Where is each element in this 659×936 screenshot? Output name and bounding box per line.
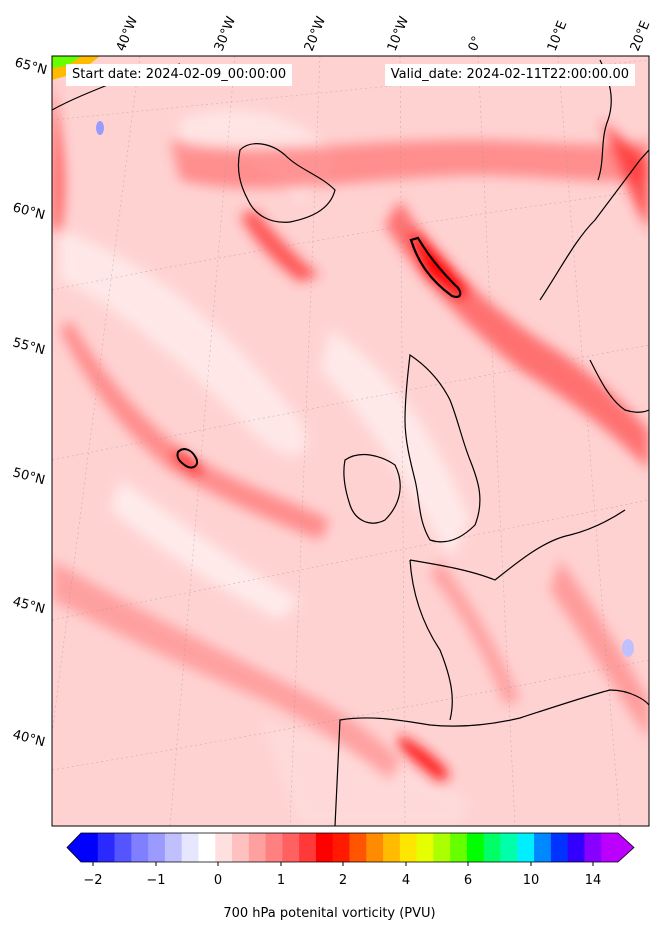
graticule [52, 56, 649, 826]
valid-date-label: Valid_date: 2024-02-11T22:00:00.00 [384, 64, 635, 86]
lon-label: 10°E [545, 19, 571, 54]
colorbar-segment [164, 833, 183, 862]
lat-label: 45°N [11, 594, 47, 617]
colorbar-segment [584, 833, 602, 862]
colorbar-segment [114, 833, 132, 862]
lon-label: 10°W [385, 14, 412, 53]
blue-patch [96, 121, 104, 135]
blue-patch [622, 639, 634, 657]
colorbar-extend-max [618, 833, 634, 862]
colorbar-segment [81, 833, 99, 862]
colorbar-tick-label: −2 [83, 873, 102, 888]
colorbar-segment [181, 833, 199, 862]
colorbar-segment [131, 833, 149, 862]
colorbar-tick-label: 0 [214, 873, 222, 888]
colorbar-segment [399, 833, 418, 862]
lon-label: 40°W [114, 14, 141, 53]
colorbar-extend-min [67, 833, 81, 862]
colorbar-segment [97, 833, 115, 862]
pv-field [52, 56, 649, 826]
colorbar [66, 832, 635, 863]
colorbar-segment [265, 833, 283, 862]
pv-contour [176, 448, 198, 469]
colorbar-tick-label: 14 [585, 873, 602, 888]
colorbar-segment [534, 833, 552, 862]
lon-label: 0° [466, 34, 485, 53]
colorbar-segment [282, 833, 300, 862]
lon-label: 30°W [212, 14, 239, 53]
colorbar-segment [248, 833, 266, 862]
colorbar-segment [332, 833, 350, 862]
colorbar-segment [550, 833, 569, 862]
start-date-label: Start date: 2024-02-09_00:00:00 [66, 64, 293, 86]
colorbar-segment [567, 833, 585, 862]
colorbar-segment [416, 833, 434, 862]
colorbar-segment [315, 833, 334, 862]
colorbar-tick-label: 10 [523, 873, 540, 888]
colorbar-segment [517, 833, 535, 862]
colorbar-segment [466, 833, 485, 862]
colorbar-segment [366, 833, 384, 862]
colorbar-segment [198, 833, 216, 862]
colorbar-segment [232, 833, 250, 862]
lat-label: 40°N [11, 727, 47, 750]
colorbar-segment [299, 833, 317, 862]
pv-contour [409, 236, 462, 298]
plot-frame [51, 55, 650, 827]
colorbar-tick-label: −1 [146, 873, 165, 888]
lat-label: 65°N [13, 55, 49, 78]
colorbar-segment [215, 833, 233, 862]
colorbar-title: 700 hPa potenital vorticity (PVU) [223, 906, 436, 921]
colorbar-segment [433, 833, 451, 862]
colorbar-segment [601, 833, 619, 862]
colorbar-ticks: −2 −1 0 1 2 4 6 10 14 [83, 862, 601, 888]
colorbar-segment [450, 833, 468, 862]
lat-label: 60°N [11, 200, 47, 223]
colorbar-outline [66, 832, 635, 863]
colorbar-segment [349, 833, 367, 862]
lat-label: 55°N [11, 335, 47, 358]
lon-labels: 40°W 30°W 20°W 10°W 0° 10°E 20°E [114, 14, 654, 53]
lat-labels: 65°N 60°N 55°N 50°N 45°N 40°N [11, 55, 49, 750]
lat-label: 50°N [11, 465, 47, 488]
colorbar-tick-label: 1 [277, 873, 285, 888]
lon-label: 20°W [302, 14, 329, 53]
colorbar-segment [483, 833, 501, 862]
colorbar-segment [383, 833, 401, 862]
colorbar-tick-label: 2 [339, 873, 347, 888]
lon-label: 20°E [628, 19, 654, 54]
colorbar-tick-label: 4 [402, 873, 410, 888]
colorbar-segment [500, 833, 518, 862]
colorbar-segment [148, 833, 166, 862]
colorbar-tick-label: 6 [464, 873, 472, 888]
